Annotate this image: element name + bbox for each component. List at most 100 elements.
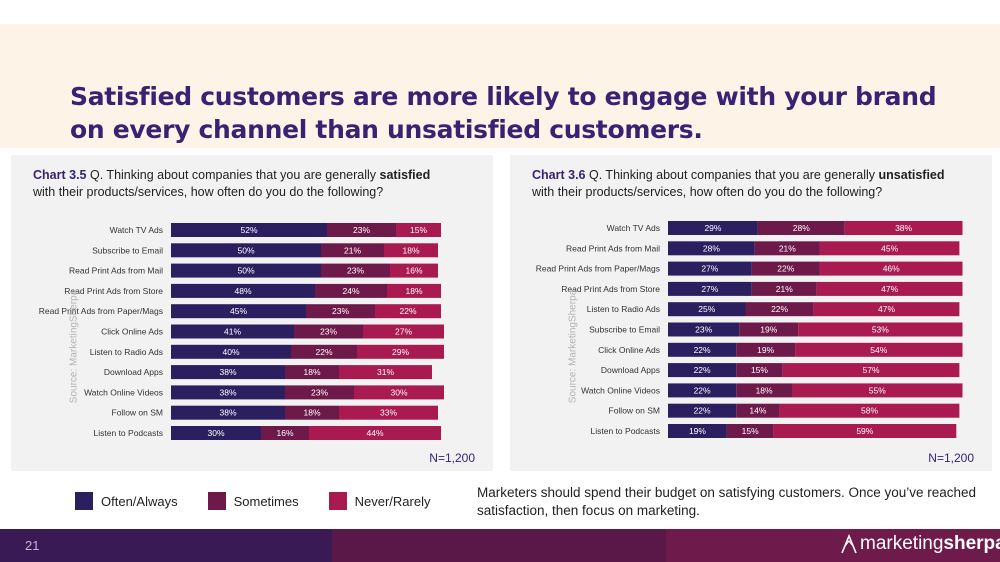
data-label: 30% [207,428,224,438]
data-label: 22% [694,365,711,375]
data-label: 15% [742,426,759,436]
brand-logo: marketing sherpa [840,533,1000,555]
category-label: Listen to Podcasts [591,426,660,436]
data-label: 46% [883,264,900,274]
bar-segment-often [171,344,291,359]
category-label: Read Print Ads from Store [561,284,660,294]
bar-segment-sometimes [751,261,820,276]
bar-segment-sometimes [261,426,309,440]
bar-segment-often [668,281,752,296]
data-label: 30% [390,387,407,397]
bar-segment-often [171,324,294,339]
bar-segment-often [668,261,752,276]
bar-segment-sometimes [754,241,820,256]
data-label: 31% [377,367,394,377]
legend-label: Never/Rarely [354,493,431,509]
sherpa-mountain-icon [841,533,857,554]
bar-segment-never [354,385,444,400]
data-label: 50% [237,266,254,276]
data-label: 38% [895,223,912,233]
bar-segment-never [390,263,438,278]
data-label: 38% [219,387,236,397]
category-label: Listen to Podcasts [94,428,163,438]
stacked-bar-chart-satisfied: Watch TV Ads 52% 23% 15% Subscribe to Email 5… [39,223,444,440]
source-note: Source: MarketingSherpa [68,289,80,404]
data-label: 22% [771,304,788,314]
data-label: 14% [749,406,766,416]
data-label: 22% [694,345,711,355]
bar-segment-never [816,281,963,296]
takeaway-note: Marketers should spend their budget on s… [477,485,977,518]
bar-segment-often [668,221,758,235]
legend-label: Sometimes [233,493,299,509]
bar-segment-sometimes [736,363,783,378]
chart-question-end: with their products/services, how often … [532,185,883,199]
data-label: 19% [689,426,706,436]
data-label: 18% [303,367,320,377]
chart-title: Chart 3.6 Q. Thinking about companies th… [532,167,982,201]
chart-number: Chart 3.6 [532,168,586,182]
data-label: 23% [347,266,364,276]
bar-segment-never [819,241,960,256]
legend-item-sometimes: Sometimes [207,492,299,510]
category-label: Read Print Ads from Paper/Mags [39,306,163,316]
bar-segment-sometimes [327,223,396,237]
category-label: Follow on SM [112,408,164,418]
bar-segment-never [396,223,441,237]
footer-bar [0,529,1000,562]
category-label: Listen to Radio Ads [587,304,660,314]
bar-segment-sometimes [751,281,817,296]
bar-segment-often [171,426,261,440]
bar-segment-often [668,302,746,317]
footer-segment [666,529,1000,562]
data-label: 22% [315,347,332,357]
data-label: 21% [776,284,793,294]
data-label: 22% [399,306,416,316]
bar-segment-never [819,261,963,276]
chart-question: Q. Thinking about companies that you are… [89,168,377,182]
bar-segment-never [339,365,432,380]
category-label: Click Online Ads [598,345,660,355]
legend-item-never: Never/Rarely [328,492,431,510]
bar-segment-never [387,283,441,298]
bar-segment-sometimes [745,302,814,317]
bar-segment-sometimes [285,405,339,420]
bar-segment-sometimes [757,221,845,235]
category-label: Watch Online Videos [84,387,163,397]
category-label: Subscribe to Email [92,245,163,255]
data-label: 52% [240,225,257,235]
bar-segment-sometimes [321,263,390,278]
data-label: 47% [881,284,898,294]
chart-panel-satisfied: Chart 3.5 Q. Thinking about companies th… [11,155,493,471]
category-label: Read Print Ads from Paper/Mags [536,264,660,274]
bar-segment-often [171,405,285,420]
bar-segment-never [795,342,963,357]
bar-segment-often [171,365,285,380]
category-label: Read Print Ads from Mail [566,243,660,253]
bar-segment-often [171,243,321,258]
data-label: 53% [872,325,889,335]
bar-segment-often [171,263,321,278]
bar-segment-never [792,383,963,398]
bar-segment-sometimes [739,322,799,337]
data-label: 38% [219,367,236,377]
logo-text-sherpa: sherpa [943,533,1000,554]
data-label: 18% [405,286,422,296]
data-label: 23% [311,387,328,397]
chart-title: Chart 3.5 Q. Thinking about companies th… [33,167,483,201]
bar-segment-sometimes [291,344,357,359]
data-label: 21% [779,243,796,253]
bar-segment-often [171,385,285,400]
chart-legend: Often/Always Sometimes Never/Rarely [75,492,460,510]
chart-number: Chart 3.5 [33,168,87,182]
bar-segment-never [782,363,960,378]
category-label: Watch TV Ads [607,223,660,233]
sample-size: N=1,200 [928,451,974,465]
chart-question-emphasis: unsatisfied [878,168,945,182]
bar-segment-never [363,324,444,339]
legend-swatch-sometimes [207,492,226,510]
category-label: Download Apps [104,367,163,377]
bar-segment-never [309,426,441,440]
data-label: 29% [704,223,721,233]
bar-segment-never [813,302,960,317]
